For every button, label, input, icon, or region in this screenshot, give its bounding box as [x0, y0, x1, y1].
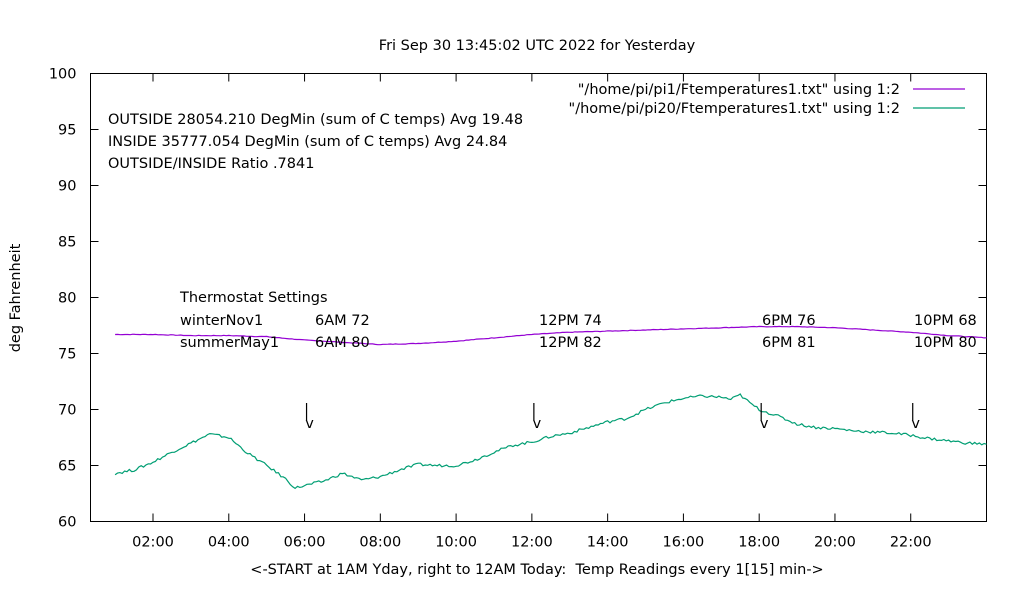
series-line-1 — [115, 325, 987, 346]
chart-title: Fri Sep 30 13:45:02 UTC 2022 for Yesterd… — [379, 38, 696, 54]
x-tick-label: 12:00 — [511, 535, 553, 551]
x-tick-label: 08:00 — [359, 535, 401, 551]
x-tick-label: 20:00 — [814, 535, 856, 551]
y-tick-label: 80 — [58, 291, 76, 307]
y-tick-label: 100 — [49, 67, 77, 83]
thermostat-marker-glyph: v — [305, 416, 314, 432]
series-line-2 — [114, 393, 987, 490]
stats-annotations: OUTSIDE 28054.210 DegMin (sum of C temps… — [108, 112, 523, 172]
thermostat-settings: Thermostat Settings winterNov1 summerMay… — [179, 290, 328, 351]
legend: "/home/pi/pi1/Ftemperatures1.txt" using … — [569, 82, 965, 117]
thermostat-heading: Thermostat Settings — [179, 290, 328, 306]
annotation-ratio: OUTSIDE/INSIDE Ratio .7841 — [108, 156, 314, 172]
thermostat-value: 6PM 81 — [762, 335, 816, 351]
x-tick-label: 04:00 — [208, 535, 250, 551]
y-tick-label: 85 — [58, 235, 76, 251]
legend-entry-label: "/home/pi/pi20/Ftemperatures1.txt" using… — [569, 101, 900, 117]
x-tick-label: 02:00 — [132, 535, 174, 551]
x-tick-label: 16:00 — [663, 535, 705, 551]
legend-entry-label: "/home/pi/pi1/Ftemperatures1.txt" using … — [578, 82, 900, 98]
thermostat-value: 10PM 80 — [914, 335, 977, 351]
thermostat-value: 12PM 82 — [539, 335, 602, 351]
thermostat-value: 6AM 72 — [315, 313, 370, 329]
y-tick-label: 75 — [58, 347, 76, 363]
thermostat-value: 6AM 80 — [315, 335, 370, 351]
y-tick-label: 95 — [58, 123, 76, 139]
y-tick-label: 65 — [58, 459, 76, 475]
x-tick-label: 14:00 — [587, 535, 629, 551]
y-tick-label: 90 — [58, 179, 76, 195]
y-tick-label: 60 — [58, 515, 76, 531]
thermostat-marker-glyph: v — [911, 416, 920, 432]
thermostat-row-summer-label: summerMay1 — [180, 335, 279, 351]
thermostat-marker-glyph: v — [533, 416, 542, 432]
y-axis-label: deg Fahrenheit — [8, 243, 24, 352]
x-tick-label: 06:00 — [284, 535, 326, 551]
thermostat-value: 6PM 76 — [762, 313, 816, 329]
thermostat-row-winter-label: winterNov1 — [180, 313, 263, 329]
annotation-outside: OUTSIDE 28054.210 DegMin (sum of C temps… — [108, 112, 523, 128]
annotation-inside: INSIDE 35777.054 DegMin (sum of C temps)… — [108, 134, 507, 150]
thermostat-value: 12PM 74 — [539, 313, 602, 329]
thermostat-value: 10PM 68 — [914, 313, 977, 329]
thermostat-marker-glyph: v — [760, 416, 769, 432]
x-tick-label: 10:00 — [435, 535, 477, 551]
x-tick-label: 18:00 — [738, 535, 780, 551]
x-axis-label: <-START at 1AM Yday, right to 12AM Today… — [250, 562, 823, 578]
x-tick-label: 22:00 — [890, 535, 932, 551]
y-tick-label: 70 — [58, 403, 76, 419]
